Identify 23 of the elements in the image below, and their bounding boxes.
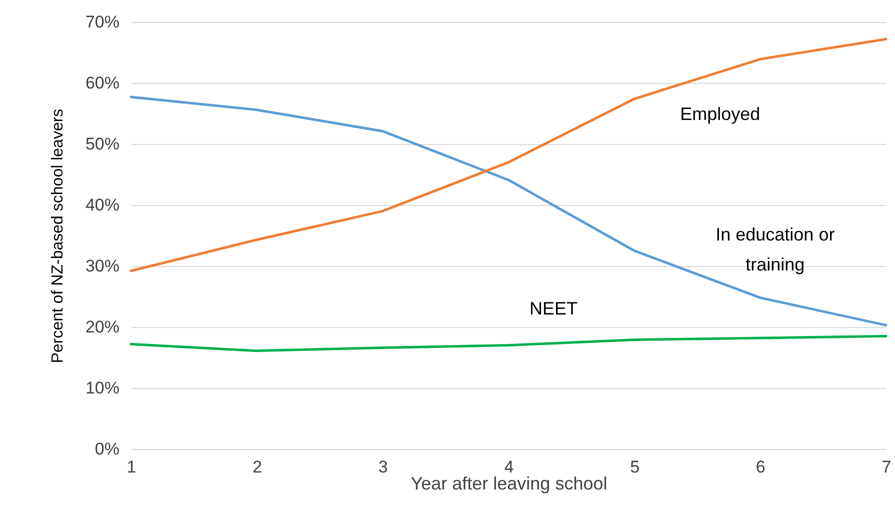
x-axis-title: Year after leaving school	[410, 474, 608, 494]
x-tick-label: 2	[252, 458, 262, 476]
line-series	[130, 334, 888, 352]
series-label: In education or training	[716, 224, 835, 275]
series-label: NEET	[529, 298, 578, 318]
y-tick-label: 20%	[85, 318, 120, 336]
y-tick-label: 60%	[85, 74, 120, 92]
y-tick-label: 50%	[85, 134, 120, 154]
y-tick-label: 40%	[85, 196, 120, 214]
x-tick-label: 3	[378, 458, 388, 476]
x-tick-label: 4	[504, 458, 514, 476]
y-tick-label: 0%	[94, 440, 120, 458]
y-axis-title: Percent of NZ-based school leavers	[49, 108, 66, 364]
x-tick-label: 6	[756, 458, 766, 476]
line-series	[130, 96, 888, 326]
line-series	[130, 38, 888, 272]
x-tick-label: 7	[882, 458, 892, 476]
series-label: Employed	[680, 104, 760, 124]
y-tick-label: 10%	[85, 378, 120, 398]
y-tick-label: 30%	[85, 256, 120, 276]
y-tick-label: 70%	[85, 12, 120, 32]
x-tick-label: 1	[126, 458, 136, 476]
x-tick-label: 5	[630, 458, 640, 476]
